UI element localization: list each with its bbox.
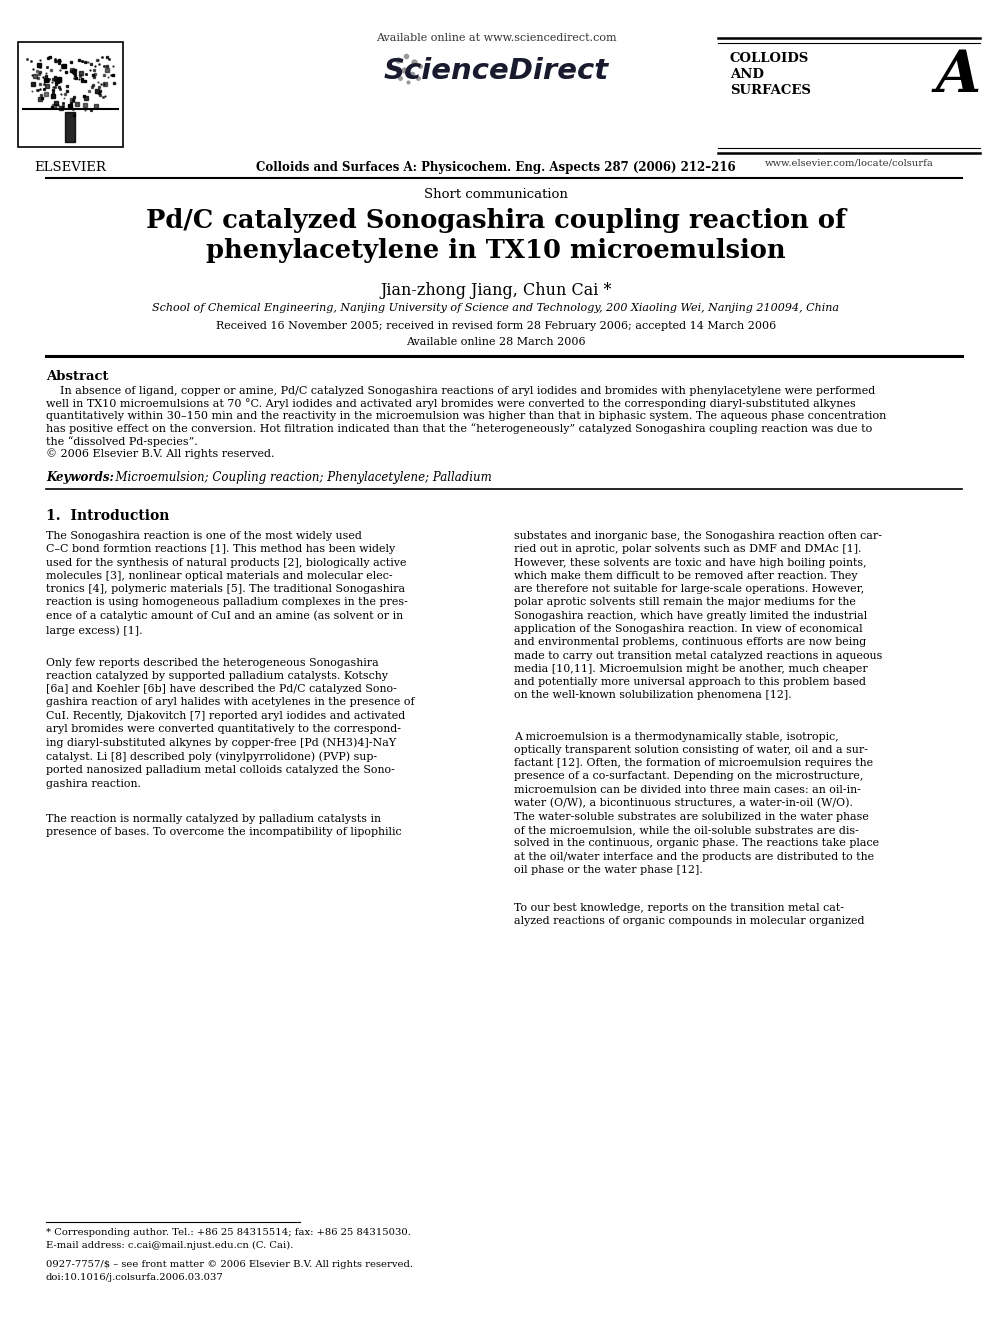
Text: To our best knowledge, reports on the transition metal cat-
alyzed reactions of : To our best knowledge, reports on the tr…: [514, 902, 864, 926]
Text: AND: AND: [730, 67, 764, 81]
Text: SURFACES: SURFACES: [730, 83, 810, 97]
Text: Only few reports described the heterogeneous Sonogashira
reaction catalyzed by s: Only few reports described the heterogen…: [46, 658, 415, 789]
Text: quantitatively within 30–150 min and the reactivity in the microemulsion was hig: quantitatively within 30–150 min and the…: [46, 411, 887, 421]
Bar: [18, 42, 123, 147]
Text: Keywords:: Keywords:: [46, 471, 114, 484]
Text: Colloids and Surfaces A: Physicochem. Eng. Aspects 287 (2006) 212–216: Colloids and Surfaces A: Physicochem. En…: [256, 161, 736, 175]
Text: © 2006 Elsevier B.V. All rights reserved.: © 2006 Elsevier B.V. All rights reserved…: [46, 448, 275, 459]
Text: well in TX10 microemulsions at 70 °C. Aryl iodides and activated aryl bromides w: well in TX10 microemulsions at 70 °C. Ar…: [46, 398, 856, 409]
Text: COLLOIDS: COLLOIDS: [730, 52, 809, 65]
Text: In absence of ligand, copper or amine, Pd/C catalyzed Sonogashira reactions of a: In absence of ligand, copper or amine, P…: [46, 386, 875, 396]
Text: doi:10.1016/j.colsurfa.2006.03.037: doi:10.1016/j.colsurfa.2006.03.037: [46, 1273, 224, 1282]
Text: E-mail address: c.cai@mail.njust.edu.cn (C. Cai).: E-mail address: c.cai@mail.njust.edu.cn …: [46, 1241, 294, 1250]
Text: The Sonogashira reaction is one of the most widely used
C–C bond formtion reacti: The Sonogashira reaction is one of the m…: [46, 531, 408, 635]
Text: ScienceDirect: ScienceDirect: [384, 57, 608, 85]
Text: Received 16 November 2005; received in revised form 28 February 2006; accepted 1: Received 16 November 2005; received in r…: [216, 321, 776, 331]
Text: 1.  Introduction: 1. Introduction: [46, 509, 170, 523]
Text: The reaction is normally catalyzed by palladium catalysts in
presence of bases. : The reaction is normally catalyzed by pa…: [46, 814, 402, 837]
Text: School of Chemical Engineering, Nanjing University of Science and Technology, 20: School of Chemical Engineering, Nanjing …: [153, 303, 839, 314]
Text: Abstract: Abstract: [46, 370, 108, 382]
Text: substates and inorganic base, the Sonogashira reaction often car-
ried out in ap: substates and inorganic base, the Sonoga…: [514, 531, 882, 700]
Text: * Corresponding author. Tel.: +86 25 84315514; fax: +86 25 84315030.: * Corresponding author. Tel.: +86 25 843…: [46, 1228, 411, 1237]
Text: A: A: [935, 48, 981, 105]
Text: www.elsevier.com/locate/colsurfa: www.elsevier.com/locate/colsurfa: [765, 157, 933, 167]
Text: ELSEVIER: ELSEVIER: [35, 161, 106, 175]
Text: has positive effect on the conversion. Hot filtration indicated than that the “h: has positive effect on the conversion. H…: [46, 423, 872, 434]
Text: the “dissolved Pd-species”.: the “dissolved Pd-species”.: [46, 437, 197, 447]
Text: Available online at www.sciencedirect.com: Available online at www.sciencedirect.co…: [376, 33, 616, 44]
Text: Short communication: Short communication: [424, 188, 568, 201]
Text: Jian-zhong Jiang, Chun Cai *: Jian-zhong Jiang, Chun Cai *: [380, 282, 612, 299]
Text: Pd/C catalyzed Sonogashira coupling reaction of: Pd/C catalyzed Sonogashira coupling reac…: [146, 208, 846, 233]
Text: Microemulsion; Coupling reaction; Phenylacetylene; Palladium: Microemulsion; Coupling reaction; Phenyl…: [108, 471, 492, 484]
Text: A microemulsion is a thermodynamically stable, isotropic,
optically transparent : A microemulsion is a thermodynamically s…: [514, 732, 879, 875]
Text: 0927-7757/$ – see front matter © 2006 Elsevier B.V. All rights reserved.: 0927-7757/$ – see front matter © 2006 El…: [46, 1259, 413, 1269]
Text: Available online 28 March 2006: Available online 28 March 2006: [406, 337, 586, 347]
Text: phenylacetylene in TX10 microemulsion: phenylacetylene in TX10 microemulsion: [206, 238, 786, 263]
